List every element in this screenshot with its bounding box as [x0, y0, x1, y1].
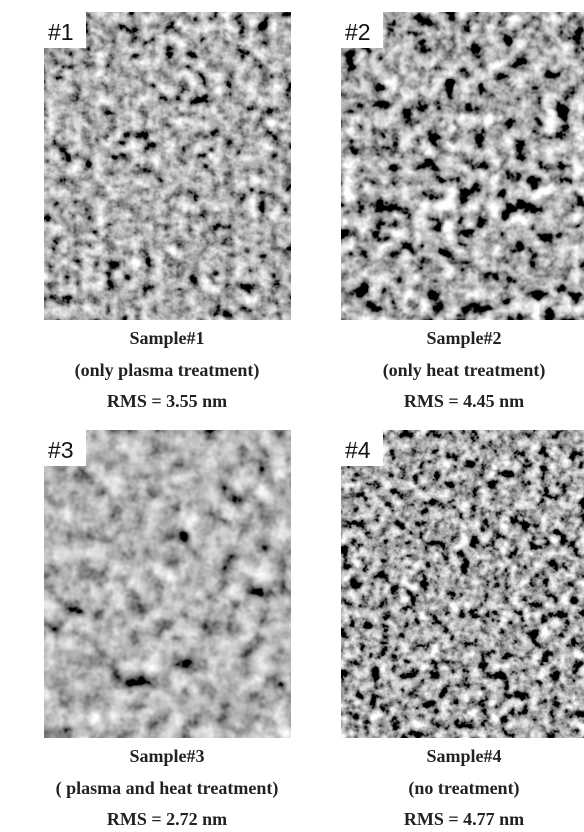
treatment: (no treatment) [408, 778, 519, 799]
rms: RMS = 4.45 nm [404, 391, 524, 411]
sample-label: Sample#2 [426, 328, 501, 348]
afm-image [44, 12, 291, 320]
sample-label: Sample#1 [129, 328, 204, 348]
panel-tag: #3 [48, 437, 74, 463]
panel: #2 Sample#2 (only heat treatment) RMS = … [341, 12, 584, 411]
panel: #3 Sample#3 ( plasma and heat treatment)… [44, 430, 291, 827]
panel-tag: #4 [345, 437, 371, 463]
afm-image [341, 430, 584, 738]
panel-tag: #1 [48, 19, 74, 45]
rms: RMS = 3.55 nm [107, 391, 227, 411]
treatment: (only heat treatment) [383, 360, 546, 381]
sample-label: Sample#4 [426, 746, 501, 766]
afm-image [44, 430, 291, 738]
panel: #4 Sample#4 (no treatment) RMS = 4.77 nm [341, 430, 584, 827]
afm-image [341, 12, 584, 320]
rms: RMS = 4.77 nm [404, 809, 524, 827]
rms: RMS = 2.72 nm [107, 809, 227, 827]
treatment: ( plasma and heat treatment) [56, 778, 279, 799]
figure: #1 Sample#1 (only plasma treatment) RMS … [0, 0, 584, 827]
sample-label: Sample#3 [129, 746, 204, 766]
panel-tag: #2 [345, 19, 371, 45]
panel: #1 Sample#1 (only plasma treatment) RMS … [44, 12, 291, 411]
treatment: (only plasma treatment) [75, 360, 260, 381]
